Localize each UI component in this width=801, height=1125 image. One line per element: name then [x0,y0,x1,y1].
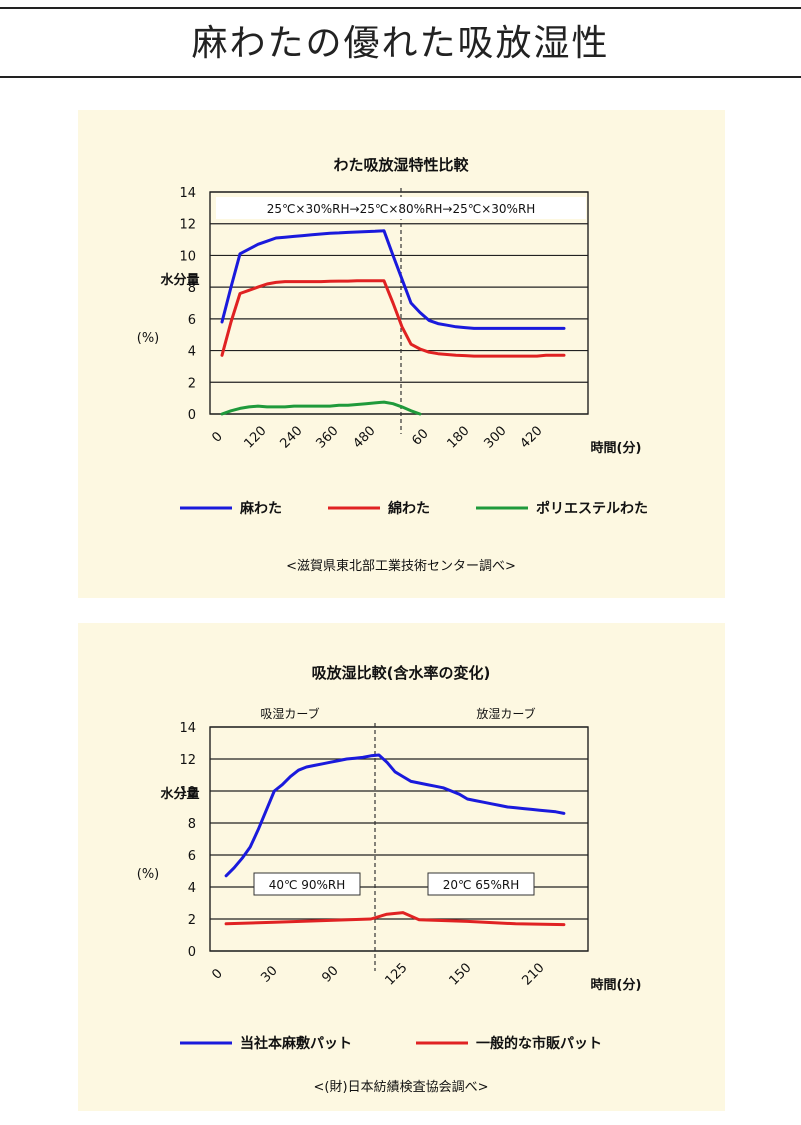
chart-2-svg: 吸放湿比較(含水率の変化) 吸湿カーブ 放湿カーブ 水分量 (%) 時間(分) … [137,664,642,1095]
chart-2-condition-box-1 [253,872,361,896]
x-tick-label: 120 [241,423,269,451]
y-tick-label: 8 [188,817,196,832]
chart-1-ylabel: 水分量 [160,272,199,288]
x-tick-label: 360 [313,423,341,451]
chart-2-source: <(財)日本紡績検査協会調べ> [314,1080,489,1095]
chart-2-series [224,753,566,927]
x-tick-label: 240 [277,423,305,451]
x-tick-label: 300 [481,423,509,451]
series-line-1 [224,753,566,878]
x-tick-label: 180 [444,423,472,451]
x-tick-label: 125 [382,960,410,988]
y-tick-label: 0 [188,945,196,960]
header-bottom-rule [0,76,801,78]
y-tick-label: 10 [179,249,196,264]
y-tick-label: 12 [179,753,196,768]
x-tick-label: 210 [519,960,547,988]
x-tick-label: 150 [446,960,474,988]
chart-1-annotation-box [216,197,586,219]
chart-2-condition-2: 20℃ 65%RH [443,878,520,892]
series-line-2 [224,911,566,927]
chart-2-ylabel-unit: (%) [137,867,160,882]
x-tick-label: 30 [258,963,280,985]
y-tick-label: 4 [188,345,196,360]
chart-1-title: わた吸放湿特性比較 [333,156,469,174]
chart-panel-1: わた吸放湿特性比較 水分量 (%) 時間(分) 0 2 4 6 8 10 12 14 0 120 2… [78,110,725,598]
chart-1-source: <滋賀県東北部工業技術センター調べ> [286,558,516,574]
chart-2-phase-absorb: 吸湿カーブ [260,706,319,721]
chart-1-grid: 0 2 4 6 8 10 12 14 0 120 240 360 480 60 180 300 420 [179,186,589,452]
chart-2-condition-1: 40℃ 90%RH [269,878,346,892]
y-tick-label: 2 [188,913,196,928]
series-line-3 [220,400,422,416]
y-tick-label: 4 [188,881,196,896]
y-tick-label: 10 [179,785,196,800]
y-tick-label: 6 [188,849,196,864]
chart-2-condition-box-2 [427,872,535,896]
plot-frame [209,726,589,952]
chart-2-phase-release: 放湿カーブ [476,706,535,721]
plot-frame [209,191,589,415]
chart-1-legend: 麻わた 綿わた ポリエステルわた [180,500,648,517]
y-tick-label: 0 [188,408,196,423]
chart-1-xlabel: 時間(分) [591,440,642,456]
legend-label-2: 綿わた [388,500,430,517]
chart-1-series [220,229,566,416]
y-tick-label: 14 [179,186,196,201]
series-line-2 [220,279,566,358]
legend-label-3: ポリエステルわた [536,500,648,517]
legend-label-1: 麻わた [239,500,282,517]
y-tick-label: 8 [188,281,196,296]
x-tick-label: 90 [319,963,341,985]
chart-panel-2: 吸放湿比較(含水率の変化) 吸湿カーブ 放湿カーブ 水分量 (%) 時間(分) … [78,623,725,1111]
series-line-1 [220,229,566,330]
y-tick-label: 12 [179,218,196,233]
chart-2-ylabel: 水分量 [160,786,199,802]
chart-2-title: 吸放湿比較(含水率の変化) [312,664,491,682]
page-title: 麻わたの優れた吸放湿性 [191,23,610,64]
x-tick-label: 0 [209,429,225,445]
x-tick-label: 420 [517,423,545,451]
y-tick-label: 2 [188,376,196,391]
x-tick-label: 480 [350,423,378,451]
x-tick-label: 60 [409,426,431,448]
x-tick-label: 0 [209,966,225,982]
chart-2-xlabel: 時間(分) [591,977,642,993]
legend-label-1: 当社本麻敷パット [240,1035,352,1052]
chart-1-ylabel-unit: (%) [137,331,160,346]
header-top-rule [0,7,801,9]
chart-1-annotation: 25℃×30%RH→25℃×80%RH→25℃×30%RH [267,202,536,216]
chart-2-legend: 当社本麻敷パット 一般的な市販パット [180,1035,602,1052]
legend-label-2: 一般的な市販パット [476,1035,602,1052]
chart-1-svg: わた吸放湿特性比較 水分量 (%) 時間(分) 0 2 4 6 8 10 12 14 0 120 2… [137,156,648,574]
y-tick-label: 6 [188,313,196,328]
y-tick-label: 14 [179,721,196,736]
